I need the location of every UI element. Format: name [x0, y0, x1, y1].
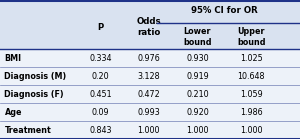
- Text: Lower
bound: Lower bound: [183, 27, 212, 47]
- Text: P: P: [98, 23, 103, 32]
- Text: 0.210: 0.210: [186, 90, 209, 99]
- Text: 0.919: 0.919: [186, 72, 209, 81]
- Bar: [0, 103, 300, 121]
- Text: 0.472: 0.472: [137, 90, 160, 99]
- Text: Upper
bound: Upper bound: [237, 27, 266, 47]
- Text: 1.000: 1.000: [186, 126, 209, 135]
- Bar: [0, 85, 300, 103]
- Text: 1.986: 1.986: [240, 108, 263, 117]
- Text: Age: Age: [4, 108, 22, 117]
- Text: 0.20: 0.20: [92, 72, 109, 81]
- Text: 0.451: 0.451: [89, 90, 112, 99]
- Text: 10.648: 10.648: [238, 72, 265, 81]
- Text: 1.000: 1.000: [240, 126, 263, 135]
- Text: 0.334: 0.334: [89, 54, 112, 63]
- Text: 0.843: 0.843: [89, 126, 112, 135]
- Text: Treatment: Treatment: [4, 126, 51, 135]
- Bar: [0, 121, 300, 139]
- Text: 1.000: 1.000: [137, 126, 160, 135]
- Text: 95% CI for OR: 95% CI for OR: [191, 6, 258, 15]
- Text: 0.920: 0.920: [186, 108, 209, 117]
- Text: Diagnosis (M): Diagnosis (M): [4, 72, 67, 81]
- Text: 0.09: 0.09: [92, 108, 109, 117]
- Text: 1.059: 1.059: [240, 90, 263, 99]
- Bar: [0, 49, 300, 67]
- Text: 0.930: 0.930: [186, 54, 209, 63]
- Text: 1.025: 1.025: [240, 54, 263, 63]
- Text: 3.128: 3.128: [137, 72, 160, 81]
- Text: 0.976: 0.976: [137, 54, 160, 63]
- Text: BMI: BMI: [4, 54, 22, 63]
- Text: Odds
ratio: Odds ratio: [136, 17, 161, 37]
- Text: 0.993: 0.993: [137, 108, 160, 117]
- Text: Diagnosis (F): Diagnosis (F): [4, 90, 64, 99]
- Bar: [0, 0, 300, 49]
- Bar: [0, 67, 300, 85]
